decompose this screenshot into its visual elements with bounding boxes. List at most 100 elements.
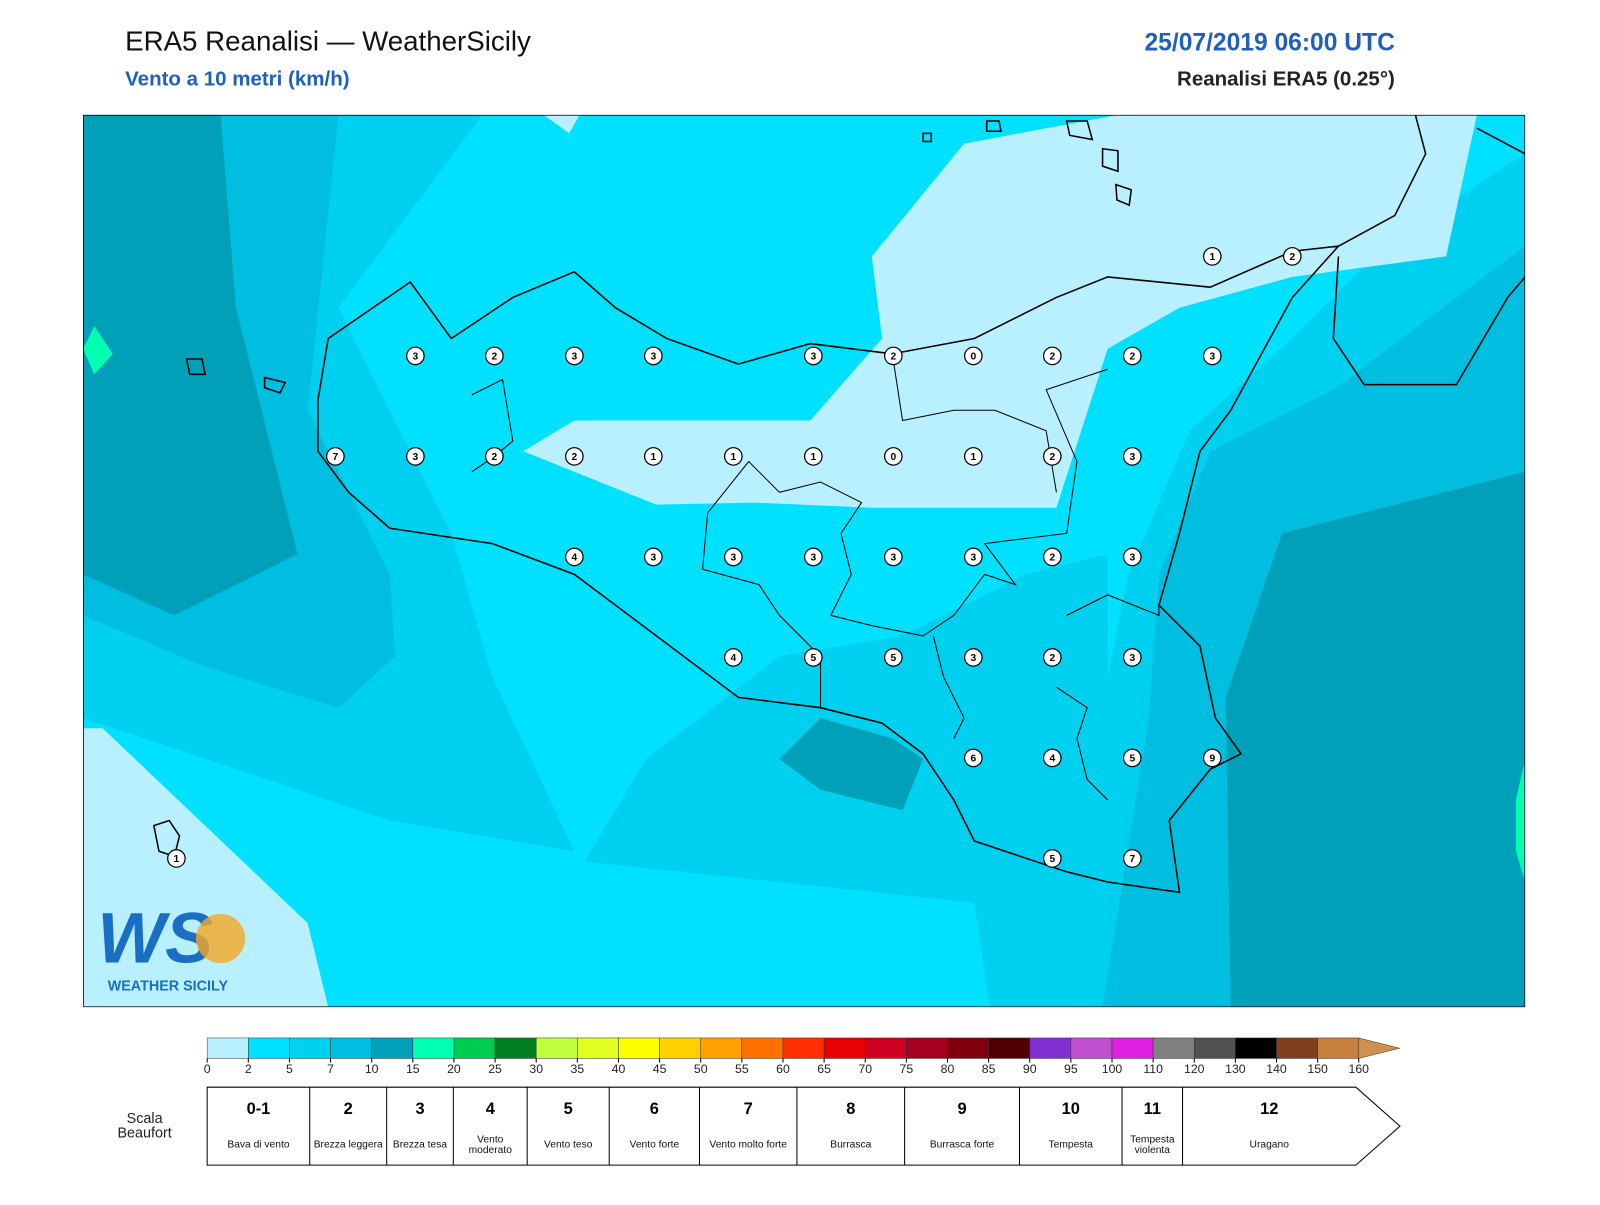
colorbar-segment [906,1037,948,1059]
beaufort-name: Bava di vento [227,1139,290,1151]
station-value: 2 [1049,553,1055,564]
station-marker [1122,849,1142,868]
colorbar-tick-label: 65 [817,1062,831,1076]
colorbar-segment [248,1037,290,1059]
beaufort-force: 4 [486,1100,496,1118]
colorbar-tick-label: 75 [900,1062,914,1076]
beaufort-name: Tempesta [1048,1139,1093,1151]
colorbar-segment [289,1037,331,1059]
source: Reanalisi ERA5 (0.25°) [1177,67,1395,90]
colorbar-tick-label: 130 [1225,1062,1246,1076]
title: ERA5 Reanalisi — WeatherSicily [125,25,531,56]
beaufort-name-box: Vento molto forte [709,1139,787,1151]
station-marker [643,447,663,466]
colorbar-tick-label: 35 [570,1062,584,1076]
logo-name: WEATHER SICILY [108,978,229,994]
station-marker [723,547,743,567]
colorbar-tick-label: 60 [776,1062,790,1076]
station-marker [1122,547,1142,567]
station-marker [643,547,663,567]
colorbar-tick-label: 95 [1064,1062,1078,1076]
field-10-15 [779,717,924,811]
beaufort-name: Brezza leggera [313,1139,383,1151]
beaufort-name-box: Brezza leggera [313,1139,383,1151]
field-15-20 [83,326,113,375]
station-marker [803,346,823,366]
beaufort-name: Burrasca [830,1139,872,1151]
beaufort-name-box: Burrasca [830,1139,872,1151]
colorbar-segment [577,1037,619,1059]
logo-sun [195,913,246,964]
beaufort-force: 11 [1144,1100,1161,1118]
station-marker [326,447,345,466]
station-value: 2 [1049,452,1055,463]
beaufort-name-box: Tempesta violenta [1130,1135,1174,1156]
station-marker [963,346,983,366]
colorbar-segment [659,1037,701,1059]
station-marker [565,447,584,466]
beaufort-name: Uragano [1249,1139,1289,1151]
colorbar-tick-label: 120 [1184,1062,1205,1076]
beaufort-force: 7 [744,1100,753,1118]
station-value: 3 [970,653,976,664]
beaufort-name: Vento forte [629,1139,680,1151]
beaufort-force: 2 [344,1100,353,1118]
station-value: 7 [333,452,339,463]
beaufort-name: Vento teso [543,1139,593,1151]
station-value: 2 [1049,352,1055,363]
colorbar-segment [453,1037,496,1059]
station-value: 1 [174,854,180,865]
beaufort-name: Burrasca forte [929,1139,995,1151]
colorbar-segment [1276,1037,1318,1059]
station-marker [1042,849,1062,868]
station-marker [803,547,823,567]
station-value: 3 [413,352,419,363]
beaufort-name-box: Vento teso [543,1139,593,1151]
colorbar-tick-label: 90 [1023,1062,1037,1076]
colorbar-tick-label: 10 [365,1062,379,1076]
station-value: 3 [1129,653,1135,664]
logo-mark: WS [97,899,213,979]
field-10-15 [83,114,298,616]
colorbar-tick-label: 160 [1349,1062,1370,1076]
station-marker [1202,247,1222,266]
station-value: 4 [1049,754,1055,765]
beaufort-force: 6 [650,1100,659,1118]
station-value: 2 [890,352,896,363]
station-value: 5 [1049,854,1055,865]
field-10-15 [1225,471,1526,1008]
station-value: 1 [650,452,656,463]
colorbar-segment [618,1037,660,1059]
station-marker [406,346,425,366]
colorbar-segment [1194,1037,1236,1059]
colorbar-tick-label: 15 [406,1062,420,1076]
station-value: 2 [492,452,498,463]
colorbar: 0 2 5 7 10 15 20 25 30 35 40 45 50 55 60 65 70 75 80 85 90 95… [204,1037,1400,1076]
colorbar-segment [535,1037,578,1059]
station-marker [1202,748,1222,768]
station-value: 3 [413,452,419,463]
colorbar-tick-label: 55 [735,1062,749,1076]
station-marker [723,447,743,466]
beaufort-force: 3 [415,1100,424,1118]
station-value: 5 [810,653,816,664]
station-marker [643,346,663,366]
station-value: 6 [970,754,976,765]
station-marker [565,547,584,567]
field-0-2 [523,114,1477,508]
colorbar-segment [823,1037,866,1059]
station-marker [883,447,903,466]
station-value: 3 [890,553,896,564]
beaufort-name: Brezza tesa [392,1139,448,1151]
station-value: 9 [1209,754,1215,765]
colorbar-tick-label: 140 [1266,1062,1287,1076]
beaufort-name: Vento molto forte [709,1139,787,1151]
station-value: 2 [1129,352,1135,363]
colorbar-tick-label: 5 [286,1062,293,1076]
beaufort-force: 0-1 [247,1100,271,1118]
beaufort-name-box: Brezza tesa [392,1139,448,1151]
field-0-2 [543,114,580,134]
subtitle: Vento a 10 metri (km/h) [125,67,349,90]
colorbar-tick-label: 25 [488,1062,502,1076]
